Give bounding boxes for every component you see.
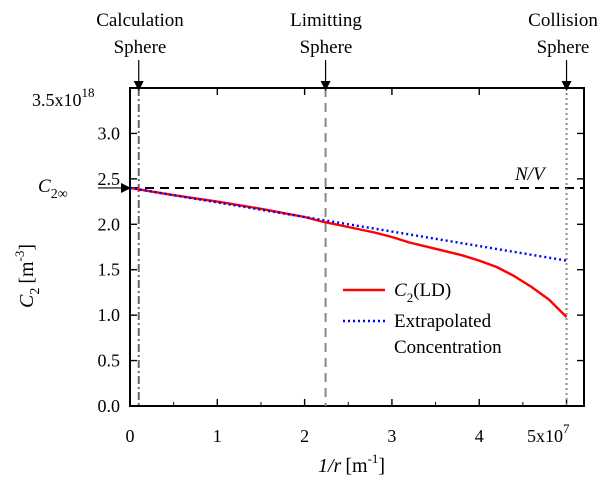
limitting-sphere-label-line1: Limitting	[290, 10, 362, 31]
series-group	[129, 186, 568, 318]
x-tick-label-0: 0	[126, 426, 135, 446]
calculation-sphere-label-line2: Sphere	[114, 37, 167, 58]
y-axis-label: C2[m-3]	[12, 244, 43, 308]
x-tick-label-4: 4	[475, 426, 484, 446]
collision-sphere-label-line2: Sphere	[537, 37, 590, 58]
y-tick-label-1: 0.5	[98, 351, 121, 371]
y-tick-label-3: 1.5	[98, 260, 121, 280]
series-line-0	[129, 186, 568, 318]
y-tick-label-4: 2.0	[98, 214, 121, 234]
y-tick-label-6: 3.0	[98, 123, 121, 143]
plot-frame	[129, 87, 585, 407]
nv-label: N/V	[514, 164, 547, 185]
y-tick-label-0: 0.0	[98, 396, 121, 416]
legend: C2(LD) Extrapolated Concentration	[343, 280, 502, 358]
reference-lines	[130, 60, 584, 406]
x-tick-label-last: 5x107	[527, 421, 570, 446]
series-line-1	[129, 186, 567, 262]
y-tick-label-2: 1.0	[98, 305, 121, 325]
x-tick-label-2: 2	[300, 426, 309, 446]
y-tick-label-5: 2.5	[98, 169, 121, 189]
collision-sphere-label-line1: Collision	[528, 10, 598, 31]
legend-label-c2ld: C2(LD)	[394, 280, 451, 305]
y-tick-label-top: 3.5x1018	[32, 85, 95, 110]
limitting-sphere-label-line2: Sphere	[300, 37, 353, 58]
c2inf-label: C2∞	[38, 176, 68, 202]
legend-label-concentration: Concentration	[394, 337, 502, 358]
x-tick-label-1: 1	[213, 426, 222, 446]
legend-label-extrapolated: Extrapolated	[394, 311, 492, 332]
x-axis-label: 1/r [m-1]	[318, 451, 385, 477]
c2inf-annotation: C2∞	[38, 176, 131, 202]
x-tick-label-3: 3	[387, 426, 396, 446]
calculation-sphere-label-line1: Calculation	[96, 10, 184, 31]
axis-ticks: 0 1 2 3 4 0.0 0.5 1.0 1.5 2.0 2.5 3.0	[98, 88, 584, 446]
